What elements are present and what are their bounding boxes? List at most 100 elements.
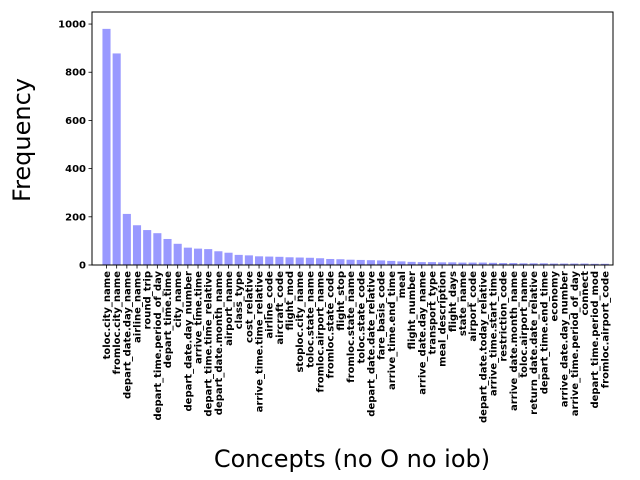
bar-depart_time.period_of_day <box>153 233 162 265</box>
bar-toloc.airport_name <box>519 263 528 265</box>
y-tick-label: 800 <box>65 68 86 79</box>
x-tick-label: depart_date.day_name <box>122 271 133 399</box>
bar-toloc.state_code <box>356 259 365 265</box>
x-tick-label: flight_days <box>448 271 459 332</box>
bar-fromloc.state_code <box>326 258 335 265</box>
bar-depart_date.day_name <box>122 213 131 265</box>
x-tick-label: city_name <box>173 271 184 328</box>
bar-fromloc.airport_name <box>316 258 325 265</box>
y-axis-ticks: 0 200 400 600 800 1000 <box>58 20 92 272</box>
bar-round_trip <box>143 230 152 265</box>
bar-airport_code <box>468 262 477 265</box>
x-tick-label: restriction_code <box>499 271 510 362</box>
bar-arrive_time.period_of_day <box>570 263 579 265</box>
x-tick-label: depart_time.period_mod <box>590 271 601 409</box>
x-tick-label: fromloc.state_name <box>346 271 357 383</box>
bar-arrive_date.day_number <box>560 263 569 265</box>
y-tick-label: 400 <box>65 164 86 175</box>
bar-arrive_date.day_name <box>417 262 426 265</box>
x-tick-label: round_trip <box>143 271 154 330</box>
bar-economy <box>549 263 559 265</box>
plot-frame <box>91 11 614 266</box>
x-tick-label: airline_name <box>133 271 144 343</box>
x-tick-label: depart_date.month_name <box>214 271 225 415</box>
x-tick-label: transport_type <box>427 271 438 355</box>
x-tick-label: economy <box>549 271 560 322</box>
bar-depart_date.day_number <box>183 247 192 265</box>
bar-flight_days <box>448 262 457 265</box>
x-tick-label: fare_basis_code <box>377 271 388 360</box>
bar-flight_stop <box>336 259 345 265</box>
bar-connect <box>580 263 589 265</box>
x-tick-label: airport_code <box>468 271 479 342</box>
x-tick-label: arrive_time.end_time <box>387 271 398 390</box>
x-tick-label: return_date.date_relative <box>529 271 540 415</box>
bar-flight_mod <box>285 257 294 265</box>
x-tick-label: arrive_time.time <box>194 271 205 364</box>
x-tick-label: flight_number <box>407 271 418 349</box>
x-tick-label: depart_date.date_relative <box>366 271 377 417</box>
x-tick-label: connect <box>580 271 591 316</box>
bar-transport_type <box>427 262 436 265</box>
x-axis-ticks: toloc.city_name fromloc.city_name depart_d… <box>102 265 611 423</box>
x-tick-label: arrive_date.day_name <box>417 271 428 395</box>
x-tick-label: toloc.state_code <box>356 271 367 364</box>
x-tick-label: depart_time.end_time <box>539 271 550 394</box>
bar-toloc.city_name <box>102 28 111 266</box>
bar-depart_time.time_relative <box>204 249 213 265</box>
bar-fromloc.city_name <box>112 53 121 265</box>
bar-arrive_time.time <box>193 248 203 265</box>
bar-depart_date.today_relative <box>478 262 487 265</box>
x-tick-label: arrive_date.day_number <box>560 271 571 407</box>
bar-toloc.state_name <box>305 257 314 265</box>
y-tick-label: 600 <box>65 116 86 127</box>
bar-fromloc.state_name <box>346 259 355 265</box>
bar-fare_basis_code <box>377 260 386 265</box>
x-tick-label: fromloc.airport_code <box>600 271 611 388</box>
x-tick-label: depart_date.day_number <box>183 271 194 412</box>
x-tick-label: depart_time.time <box>163 271 174 368</box>
x-tick-label: airline_code <box>265 271 276 339</box>
x-tick-label: airport_name <box>224 271 235 346</box>
bar-class_type <box>234 254 243 265</box>
bar-aircraft_code <box>275 256 284 265</box>
bar-city_name <box>173 243 182 265</box>
x-tick-label: toloc.city_name <box>102 271 113 360</box>
x-tick-label: arrive_time.time_relative <box>255 271 266 413</box>
bar-meal_description <box>438 262 447 265</box>
bar-fromloc.airport_code <box>600 263 609 265</box>
y-axis-label: Frequency <box>8 78 36 202</box>
y-tick-label: 0 <box>79 261 86 272</box>
bar-depart_time.time <box>163 238 172 265</box>
x-tick-label: state_name <box>458 271 469 336</box>
x-tick-label: toloc.airport_name <box>519 271 530 378</box>
bar-arrive_time.end_time <box>387 260 396 265</box>
x-tick-label: arrive_time.period_of_day <box>570 271 581 417</box>
x-tick-label: depart_time.time_relative <box>204 271 215 417</box>
bar-airline_name <box>132 225 142 265</box>
bar-flight_number <box>407 261 416 265</box>
y-tick-label: 1000 <box>58 20 86 31</box>
x-tick-label: flight_mod <box>285 271 296 330</box>
bar-state_name <box>458 262 467 265</box>
bars-group <box>102 28 609 266</box>
x-tick-label: depart_time.period_of_day <box>153 271 164 421</box>
bar-return_date.date_relative <box>529 263 538 265</box>
x-tick-label: meal <box>397 271 408 298</box>
bar-arrive_time.start_time <box>488 262 498 265</box>
x-tick-label: aircraft_code <box>275 271 286 345</box>
bar-depart_time.period_mod <box>590 263 599 265</box>
x-tick-label: arrive_time.start_time <box>488 271 499 396</box>
bar-airline_code <box>265 256 274 265</box>
bar-arrive_date.month_name <box>509 263 518 265</box>
bar-airport_name <box>224 252 233 265</box>
bar-arrive_time.time_relative <box>255 256 264 265</box>
x-tick-label: fromloc.airport_name <box>316 271 327 393</box>
bar-depart_time.end_time <box>539 263 548 265</box>
bar-depart_date.month_name <box>214 251 223 265</box>
x-tick-label: meal_description <box>438 271 449 367</box>
x-tick-label: class_type <box>234 271 245 329</box>
x-tick-label: toloc.state_name <box>305 271 316 368</box>
